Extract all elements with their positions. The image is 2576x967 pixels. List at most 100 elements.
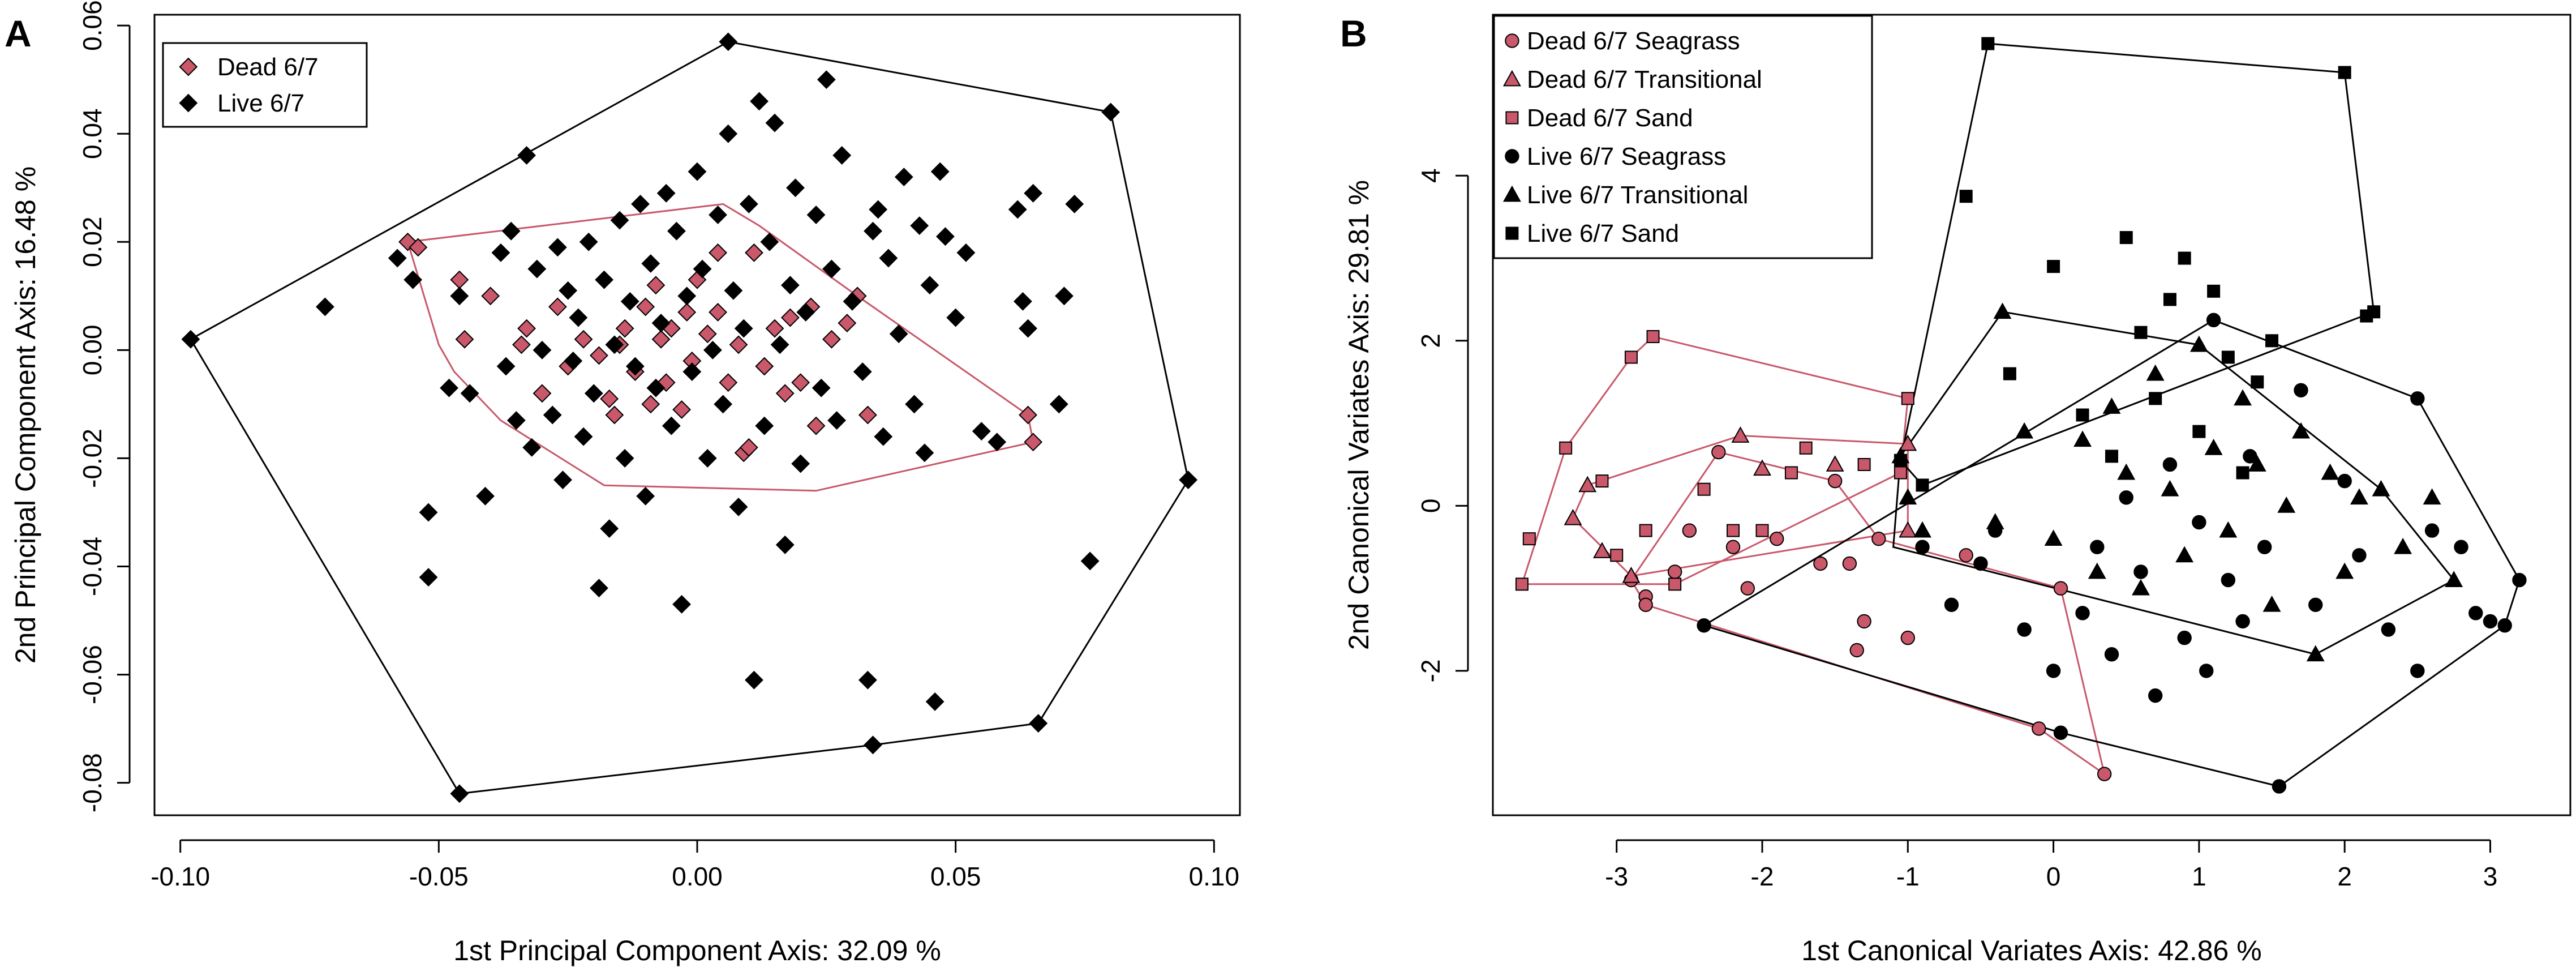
panel-a-y-axis: -0.08 -0.06 -0.04 -0.02 0.00 0.02 0.04 0.06 bbox=[78, 0, 131, 812]
data-point bbox=[703, 340, 722, 360]
data-point bbox=[2321, 463, 2339, 480]
data-point bbox=[1101, 102, 1120, 122]
legend-marker bbox=[1505, 33, 1519, 48]
data-point bbox=[1008, 200, 1027, 219]
data-point bbox=[1019, 319, 1037, 338]
data-point bbox=[780, 308, 800, 327]
data-point bbox=[698, 324, 717, 344]
data-point bbox=[972, 422, 991, 441]
data-point bbox=[786, 178, 805, 198]
data-point bbox=[1973, 556, 1988, 571]
data-point bbox=[688, 162, 707, 181]
y-tick-label: 2 bbox=[1416, 333, 1445, 348]
data-point bbox=[1055, 286, 1074, 306]
data-point bbox=[579, 232, 598, 251]
data-point bbox=[2497, 618, 2512, 633]
data-point bbox=[894, 168, 913, 187]
data-point bbox=[1515, 577, 1529, 591]
data-point bbox=[2119, 231, 2133, 245]
data-point bbox=[2265, 334, 2279, 348]
data-point bbox=[2097, 767, 2112, 781]
data-point bbox=[2075, 606, 2090, 621]
data-point bbox=[2221, 350, 2235, 364]
panel-a-x-axis-label: 1st Principal Component Axis: 32.09 % bbox=[453, 935, 941, 966]
data-point bbox=[496, 357, 516, 376]
legend-box bbox=[1493, 15, 1873, 259]
data-point bbox=[775, 535, 795, 554]
data-point bbox=[2117, 463, 2136, 480]
data-point bbox=[2350, 488, 2368, 505]
data-point bbox=[719, 124, 738, 143]
data-point bbox=[755, 416, 774, 435]
data-point bbox=[745, 670, 763, 690]
x-tick-label: 3 bbox=[2483, 862, 2498, 891]
data-point bbox=[455, 330, 474, 349]
data-point bbox=[770, 335, 789, 354]
data-point bbox=[631, 194, 650, 213]
panel-b: B -3 -2 -1 0 1 2 3 -2 0 2 4 1st Canonical Variate… bbox=[1340, 12, 2571, 966]
data-point bbox=[2272, 779, 2287, 794]
data-point bbox=[403, 270, 423, 289]
data-point bbox=[2204, 439, 2223, 455]
data-point bbox=[2177, 630, 2192, 645]
data-point bbox=[1899, 488, 1917, 505]
data-point bbox=[2236, 466, 2249, 480]
data-point bbox=[2088, 562, 2106, 579]
data-point bbox=[935, 227, 955, 246]
x-tick-label: 2 bbox=[2337, 862, 2352, 891]
data-point bbox=[315, 297, 334, 316]
data-point bbox=[858, 405, 877, 425]
x-tick-label: -1 bbox=[1896, 862, 1920, 891]
data-point bbox=[2105, 450, 2119, 463]
data-point bbox=[605, 335, 624, 354]
data-point bbox=[1024, 183, 1043, 203]
panel-b-x-axis-label: 1st Canonical Variates Axis: 42.86 % bbox=[1801, 935, 2261, 966]
hull-dead-6-7 bbox=[406, 203, 1034, 492]
legend-marker bbox=[1505, 111, 1519, 125]
data-point bbox=[812, 378, 831, 397]
data-point bbox=[2306, 645, 2325, 662]
y-tick-label: 0.00 bbox=[78, 325, 107, 376]
data-point bbox=[910, 216, 929, 236]
data-point bbox=[1697, 618, 1711, 633]
data-point bbox=[843, 292, 862, 311]
data-point bbox=[1916, 478, 1929, 492]
data-point bbox=[946, 308, 965, 327]
data-point bbox=[543, 405, 562, 425]
data-point bbox=[1827, 473, 1843, 489]
data-point bbox=[1913, 521, 1931, 538]
data-point bbox=[1784, 466, 1798, 480]
hull-live-6-7-sand bbox=[1899, 42, 2375, 486]
data-point bbox=[765, 113, 784, 132]
data-point bbox=[1900, 630, 1915, 645]
hull-dead-6-7-sand bbox=[1521, 335, 1909, 585]
data-point bbox=[920, 276, 939, 295]
data-point bbox=[641, 395, 660, 414]
legend-marker bbox=[1502, 185, 1521, 202]
data-point bbox=[817, 70, 836, 89]
data-point bbox=[2053, 581, 2068, 596]
data-point bbox=[2076, 408, 2089, 422]
data-point bbox=[501, 221, 521, 241]
data-point bbox=[1578, 476, 1597, 493]
data-point bbox=[2148, 688, 2163, 703]
data-point bbox=[651, 314, 671, 332]
legend-label: Live 6/7 Transitional bbox=[1527, 181, 1748, 209]
data-point bbox=[1915, 540, 1930, 554]
data-point bbox=[1013, 292, 1032, 311]
data-point bbox=[2044, 529, 2063, 546]
data-point bbox=[714, 395, 733, 414]
data-point bbox=[1857, 457, 1871, 471]
y-tick-label: -0.04 bbox=[78, 537, 107, 596]
data-point bbox=[2047, 260, 2060, 273]
y-tick-label: 4 bbox=[1416, 168, 1445, 183]
data-point bbox=[739, 438, 758, 457]
data-point bbox=[662, 416, 681, 435]
data-point bbox=[2235, 614, 2250, 629]
data-point bbox=[2046, 664, 2061, 678]
data-point bbox=[1019, 405, 1037, 425]
data-point bbox=[517, 146, 536, 165]
data-point bbox=[677, 303, 697, 322]
data-point bbox=[1740, 581, 1755, 596]
